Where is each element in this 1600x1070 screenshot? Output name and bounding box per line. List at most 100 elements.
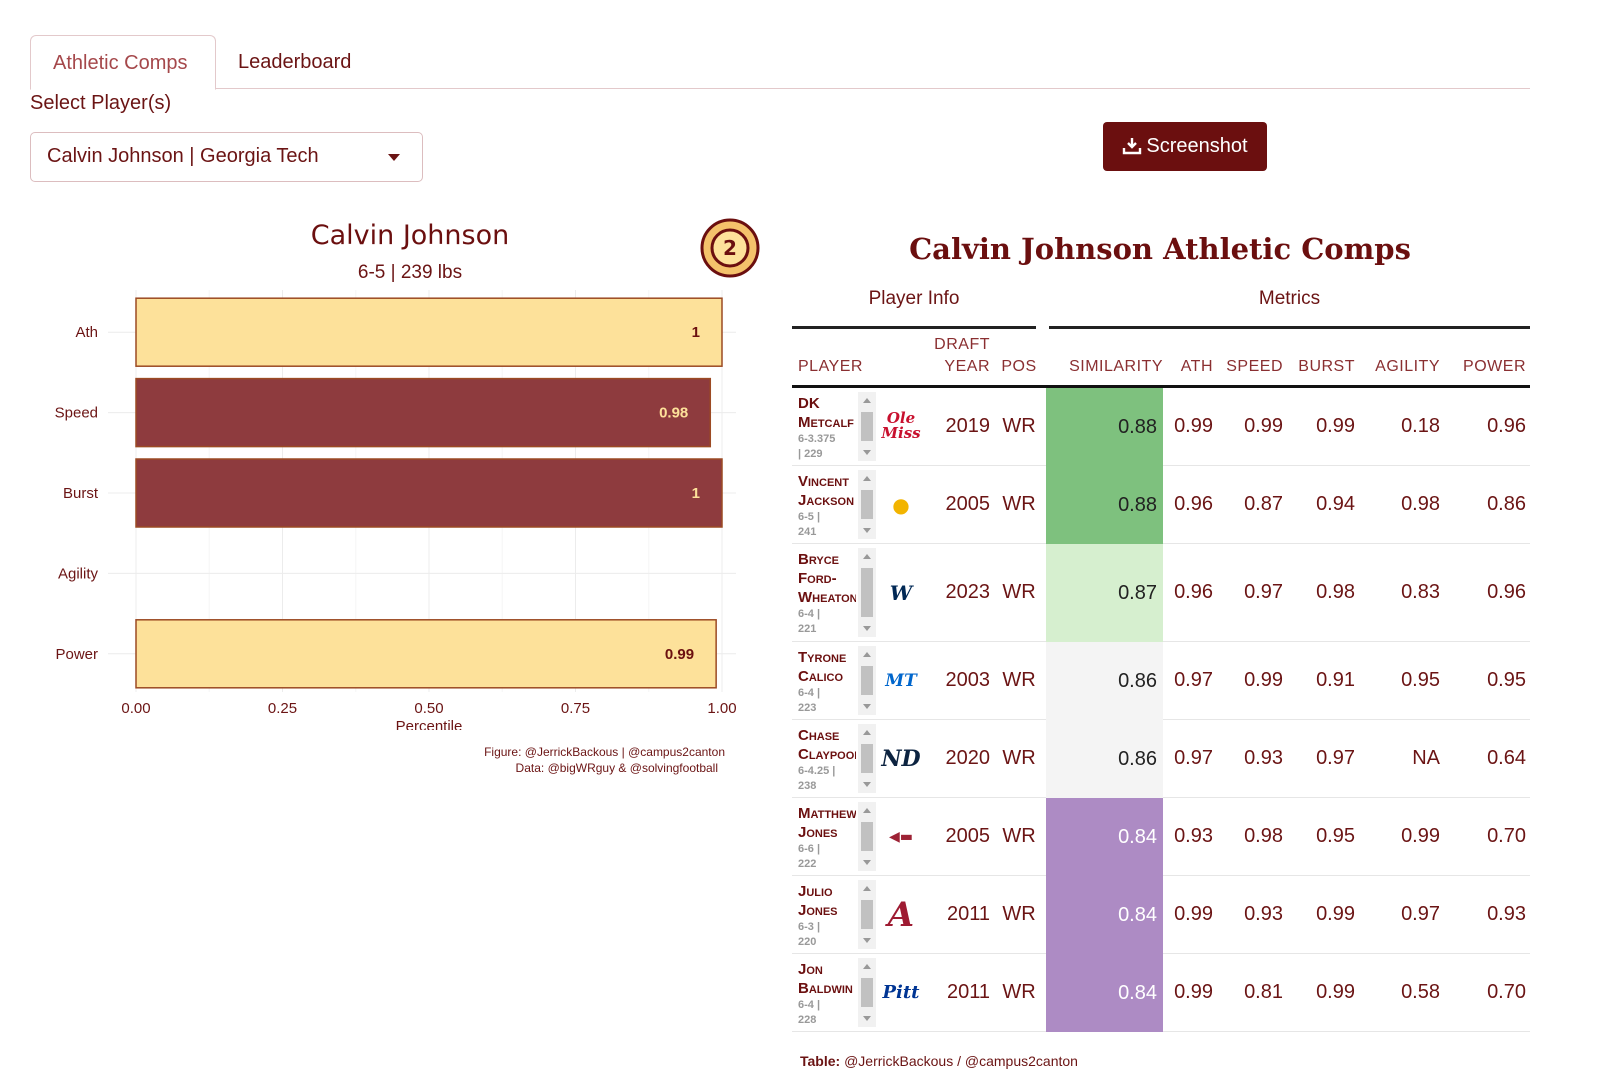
scroll-down-icon[interactable] (863, 528, 871, 533)
player-height-weight: 238 (798, 780, 817, 792)
scroll-up-icon[interactable] (863, 730, 871, 735)
header-player[interactable]: PLAYER (798, 358, 863, 375)
cell-scrollbar[interactable] (858, 724, 876, 793)
cell-scrollbar[interactable] (858, 958, 876, 1027)
scroll-down-icon[interactable] (863, 704, 871, 709)
cell-scrollbar[interactable] (858, 548, 876, 637)
cell-scrollbar[interactable] (858, 880, 876, 949)
header-speed[interactable]: SPEED (1226, 358, 1283, 375)
scroll-up-icon[interactable] (863, 964, 871, 969)
scroll-up-icon[interactable] (863, 398, 871, 403)
tab-leaderboard[interactable]: Leaderboard (238, 51, 352, 73)
group-underline (1049, 326, 1530, 329)
header-draft[interactable]: DRAFT (934, 336, 990, 353)
cell-pos: WR (1002, 493, 1036, 515)
cell-speed: 0.93 (1244, 903, 1283, 925)
x-tick-label: 0.00 (121, 700, 150, 717)
player-name-cell: DK Metcalf 6-3.375 | 229 (798, 394, 856, 462)
cell-similarity: 0.86 (1046, 720, 1163, 798)
table-row: Julio Jones 6-3 | 220 A 2011 WR 0.99 0.93 0.99 0.9… (792, 876, 1530, 954)
scroll-down-icon[interactable] (863, 626, 871, 631)
player-name: Chase (798, 727, 840, 744)
header-pos[interactable]: POS (1001, 358, 1037, 375)
cell-year: 2023 (945, 581, 991, 603)
scroll-up-icon[interactable] (863, 886, 871, 891)
cell-speed: 0.98 (1244, 825, 1283, 847)
cell-year: 2011 (946, 981, 990, 1003)
tab-bar: Athletic Comps Leaderboard (30, 35, 1530, 90)
cell-scrollbar[interactable] (858, 646, 876, 715)
scroll-up-icon[interactable] (863, 554, 871, 559)
cell-ath: 0.96 (1174, 581, 1213, 603)
cell-ath: 0.97 (1174, 669, 1213, 691)
player-name: Baldwin (798, 980, 853, 997)
team-logo-icon: ◀▬ (889, 829, 913, 845)
player-select[interactable]: Calvin Johnson | Georgia Tech (30, 132, 423, 182)
header-ath[interactable]: ATH (1180, 358, 1213, 375)
bar (135, 377, 712, 448)
cell-similarity: 0.86 (1046, 642, 1163, 720)
scroll-down-icon[interactable] (863, 860, 871, 865)
cell-scrollbar[interactable] (858, 802, 876, 871)
scroll-down-icon[interactable] (863, 1016, 871, 1021)
cell-speed: 0.99 (1244, 669, 1283, 691)
player-height-weight: 6-3 | (798, 921, 821, 933)
scroll-down-icon[interactable] (863, 450, 871, 455)
header-power[interactable]: POWER (1463, 358, 1526, 375)
campus2canton-logo: 2 (700, 218, 760, 278)
scroll-up-icon[interactable] (863, 652, 871, 657)
cell-ath: 0.93 (1174, 825, 1213, 847)
cell-agility: 0.98 (1401, 493, 1440, 515)
cell-agility: 0.99 (1401, 825, 1440, 847)
group-player-info: Player Info (868, 288, 960, 309)
cell-burst: 0.99 (1316, 981, 1355, 1003)
team-logo-icon: A (887, 895, 915, 935)
player-name: Ford- (798, 570, 837, 587)
bar (135, 297, 723, 367)
player-name-cell: Matthew Jones 6-6 | 222 (798, 804, 856, 872)
scroll-thumb[interactable] (861, 900, 873, 929)
caret-down-icon (388, 154, 400, 161)
header-burst[interactable]: BURST (1298, 358, 1355, 375)
player-name-cell: Bryce Ford- Wheaton 6-4 | 221 (798, 550, 856, 638)
scroll-thumb[interactable] (861, 490, 873, 519)
cell-pos: WR (1002, 747, 1036, 769)
cell-speed: 0.99 (1244, 415, 1283, 437)
cell-ath: 0.96 (1174, 493, 1213, 515)
cell-agility: 0.18 (1401, 415, 1440, 437)
tab-athletic-comps[interactable]: Athletic Comps (30, 35, 216, 90)
player-name: Claypool (798, 746, 856, 763)
team-logo-icon: ND (881, 746, 921, 772)
player-height-weight: 6-6 | (798, 843, 821, 855)
team-logo-icon: W (889, 581, 913, 605)
scroll-thumb[interactable] (861, 978, 873, 1007)
cell-similarity: 0.84 (1046, 876, 1163, 954)
scroll-up-icon[interactable] (863, 476, 871, 481)
player-height-weight: 221 (798, 623, 817, 635)
cell-scrollbar[interactable] (858, 392, 876, 461)
scroll-thumb[interactable] (861, 666, 873, 695)
scroll-thumb[interactable] (861, 822, 873, 851)
scroll-thumb[interactable] (861, 568, 873, 617)
screenshot-button[interactable]: Screenshot (1103, 122, 1267, 171)
table-credit-label: Table: (800, 1053, 841, 1069)
header-year[interactable]: YEAR (944, 358, 990, 375)
y-tick-label: Power (55, 646, 98, 663)
cell-agility: NA (1412, 747, 1440, 769)
scroll-up-icon[interactable] (863, 808, 871, 813)
scroll-down-icon[interactable] (863, 782, 871, 787)
player-height-weight: 220 (798, 936, 817, 948)
cell-agility: 0.58 (1401, 981, 1440, 1003)
y-tick-label: Burst (63, 485, 99, 502)
cell-scrollbar[interactable] (858, 470, 876, 539)
cell-year: 2011 (946, 903, 990, 925)
cell-power: 0.95 (1487, 669, 1526, 691)
scroll-thumb[interactable] (861, 744, 873, 773)
cell-agility: 0.83 (1401, 581, 1440, 603)
header-agility[interactable]: AGILITY (1375, 358, 1440, 375)
header-similarity[interactable]: SIMILARITY (1069, 358, 1163, 375)
select-player-label: Select Player(s) (30, 92, 172, 114)
group-underline (792, 326, 1036, 329)
scroll-thumb[interactable] (861, 412, 873, 441)
scroll-down-icon[interactable] (863, 938, 871, 943)
